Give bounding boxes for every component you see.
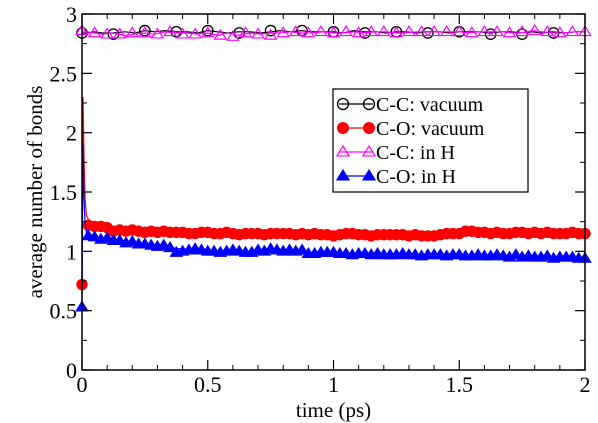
data-point bbox=[188, 27, 202, 39]
data-point bbox=[427, 25, 441, 37]
y-tick-label: 0.5 bbox=[50, 299, 78, 324]
legend-marker bbox=[361, 144, 377, 157]
legend-marker bbox=[361, 168, 377, 181]
data-point bbox=[477, 25, 492, 37]
data-point bbox=[139, 24, 151, 37]
legend-marker bbox=[362, 97, 376, 111]
data-point bbox=[295, 243, 309, 255]
legend-marker bbox=[363, 122, 375, 134]
data-point bbox=[339, 25, 353, 37]
data-point bbox=[527, 23, 542, 35]
x-tick-label: 0 bbox=[77, 372, 88, 397]
data-point bbox=[175, 27, 190, 39]
series-2 bbox=[75, 23, 592, 41]
legend-item: C-O: in H bbox=[335, 166, 456, 188]
data-point bbox=[553, 26, 567, 38]
y-tick-label: 3 bbox=[66, 2, 77, 27]
y-tick-label: 1 bbox=[66, 239, 77, 264]
data-point bbox=[421, 27, 434, 39]
data-point bbox=[163, 241, 177, 253]
legend-label: C-O: vacuum bbox=[376, 118, 485, 140]
data-point bbox=[163, 25, 177, 37]
x-tick-label: 2 bbox=[580, 372, 591, 397]
data-point bbox=[414, 25, 429, 37]
y-tick-label: 0 bbox=[66, 358, 77, 383]
data-point bbox=[170, 25, 183, 38]
data-point bbox=[288, 25, 303, 37]
data-point bbox=[452, 25, 467, 37]
data-point bbox=[125, 26, 140, 38]
legend-marker bbox=[335, 144, 351, 157]
data-point bbox=[465, 26, 479, 38]
data-point bbox=[138, 26, 152, 38]
data-point bbox=[402, 25, 416, 37]
legend-marker bbox=[337, 122, 349, 134]
legend-label: C-O: in H bbox=[376, 166, 456, 188]
data-point bbox=[376, 25, 391, 37]
legend-label: C-C: vacuum bbox=[376, 94, 484, 116]
y-tick-label: 2 bbox=[66, 121, 77, 146]
data-point bbox=[301, 26, 316, 38]
data-point bbox=[100, 27, 114, 39]
y-tick-label: 1.5 bbox=[50, 180, 78, 205]
data-point bbox=[264, 24, 277, 37]
series-3 bbox=[75, 144, 592, 312]
data-point bbox=[314, 25, 328, 37]
x-tick-label: 1.5 bbox=[446, 372, 474, 397]
data-point bbox=[515, 25, 529, 37]
data-point bbox=[364, 25, 379, 37]
data-point bbox=[276, 26, 291, 38]
data-point bbox=[213, 28, 228, 40]
data-point bbox=[389, 26, 404, 38]
data-point bbox=[326, 26, 341, 38]
x-tick-label: 0.5 bbox=[194, 372, 222, 397]
data-point bbox=[516, 28, 528, 41]
legend-item: C-C: in H bbox=[335, 142, 455, 164]
data-point bbox=[251, 27, 265, 39]
legend-item: C-C: vacuum bbox=[336, 94, 484, 116]
data-point bbox=[490, 25, 504, 37]
data-point bbox=[351, 26, 366, 38]
legend-item: C-O: vacuum bbox=[337, 118, 485, 140]
data-point bbox=[484, 28, 497, 41]
data-point bbox=[439, 25, 454, 37]
legend-marker bbox=[336, 97, 350, 111]
data-point bbox=[565, 25, 580, 37]
x-tick-label: 1 bbox=[328, 372, 339, 397]
data-point bbox=[238, 26, 253, 38]
data-point bbox=[502, 26, 517, 38]
data-point bbox=[540, 25, 555, 37]
axes-layer: 0 0.5 1 1.5 2 0 0.5 1 1.5 2 2.5 3 bbox=[50, 2, 591, 397]
legend-label: C-C: in H bbox=[376, 142, 455, 164]
data-point bbox=[226, 29, 240, 41]
data-point bbox=[200, 26, 215, 38]
series-1 bbox=[76, 97, 591, 291]
data-point bbox=[150, 27, 165, 39]
y-tick-label: 2.5 bbox=[50, 61, 78, 86]
series-layer bbox=[75, 23, 592, 312]
y-axis-label: average number of bonds bbox=[23, 86, 47, 299]
data-point bbox=[87, 26, 102, 38]
data-point bbox=[201, 24, 214, 37]
x-axis-label: time (ps) bbox=[296, 398, 371, 422]
legend-marker bbox=[335, 168, 351, 181]
data-point bbox=[263, 28, 278, 40]
data-point bbox=[112, 27, 127, 39]
